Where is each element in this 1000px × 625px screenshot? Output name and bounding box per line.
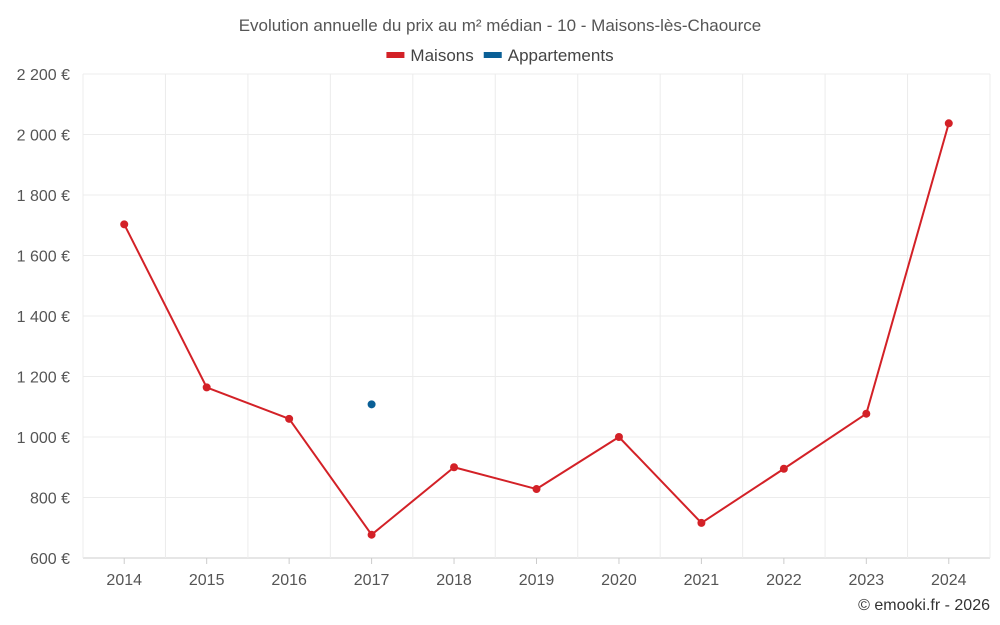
data-point-maisons[interactable] bbox=[532, 485, 541, 494]
series-maisons bbox=[120, 119, 953, 539]
legend: Maisons Appartements bbox=[386, 46, 614, 65]
data-point-maisons[interactable] bbox=[779, 464, 788, 473]
y-tick-label: 600 € bbox=[30, 551, 70, 568]
data-point-maisons[interactable] bbox=[862, 409, 871, 418]
chart-title: Evolution annuelle du prix au m² médian … bbox=[239, 16, 762, 35]
x-tick-label: 2022 bbox=[766, 572, 802, 589]
data-point-maisons[interactable] bbox=[367, 530, 376, 539]
data-point-maisons[interactable] bbox=[450, 463, 459, 472]
x-tick-label: 2019 bbox=[519, 572, 555, 589]
x-tick-label: 2015 bbox=[189, 572, 225, 589]
y-axis: 600 € 800 € 1 000 € 1 200 € 1 400 € 1 600 € 1 … bbox=[17, 67, 70, 568]
y-tick-label: 1 600 € bbox=[17, 249, 70, 266]
x-tick-label: 2018 bbox=[436, 572, 472, 589]
data-point-appartements[interactable] bbox=[367, 400, 376, 409]
series-appartements bbox=[367, 400, 376, 409]
x-tick-label: 2017 bbox=[354, 572, 390, 589]
data-point-maisons[interactable] bbox=[120, 220, 129, 229]
legend-item-maisons[interactable]: Maisons bbox=[386, 46, 474, 65]
y-tick-label: 1 400 € bbox=[17, 309, 70, 326]
y-tick-label: 1 000 € bbox=[17, 430, 70, 447]
x-tick-label: 2024 bbox=[931, 572, 967, 589]
y-tick-label: 2 200 € bbox=[17, 67, 70, 84]
legend-label: Maisons bbox=[410, 46, 473, 65]
y-tick-label: 1 800 € bbox=[17, 188, 70, 205]
x-tick-label: 2014 bbox=[106, 572, 142, 589]
y-tick-label: 2 000 € bbox=[17, 128, 70, 145]
y-tick-label: 800 € bbox=[30, 491, 70, 508]
legend-label: Appartements bbox=[508, 46, 614, 65]
x-tick-label: 2023 bbox=[849, 572, 885, 589]
data-point-maisons[interactable] bbox=[944, 119, 953, 128]
legend-swatch bbox=[386, 52, 405, 58]
x-tick-label: 2020 bbox=[601, 572, 637, 589]
legend-swatch bbox=[483, 52, 502, 58]
data-point-maisons[interactable] bbox=[202, 383, 211, 392]
data-point-maisons[interactable] bbox=[614, 433, 623, 441]
x-axis: 2014 2015 2016 2017 2018 2019 2020 2021 2022 2023… bbox=[106, 558, 967, 589]
data-point-maisons[interactable] bbox=[285, 414, 294, 423]
data-point-maisons[interactable] bbox=[697, 518, 706, 527]
x-tick-label: 2016 bbox=[271, 572, 307, 589]
x-tick-label: 2021 bbox=[684, 572, 720, 589]
grid bbox=[82, 73, 991, 559]
credit-text: © emooki.fr - 2026 bbox=[858, 597, 990, 614]
legend-item-appartements[interactable]: Appartements bbox=[483, 46, 614, 65]
series-layer bbox=[120, 119, 953, 539]
y-tick-label: 1 200 € bbox=[17, 370, 70, 387]
